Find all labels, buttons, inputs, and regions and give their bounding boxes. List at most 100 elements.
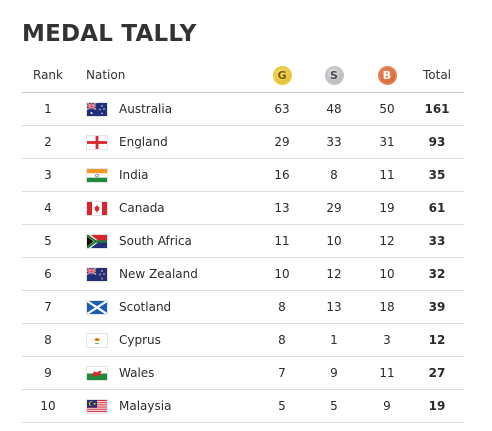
rank-cell: 8 (22, 323, 74, 357)
nation-name[interactable]: India (119, 168, 149, 182)
gold-count: 16 (260, 158, 304, 192)
table-row[interactable]: 9 Wales 7 9 11 27 (22, 356, 464, 390)
gold-count: 8 (260, 290, 304, 324)
total-count: 32 (410, 257, 464, 291)
bronze-count: 50 (364, 92, 410, 126)
nation-name[interactable]: South Africa (119, 234, 192, 248)
nation-name[interactable]: New Zealand (119, 267, 198, 281)
bronze-medal-icon: B (377, 65, 397, 85)
silver-medal-icon: S (324, 65, 344, 85)
nation-cell: India (74, 158, 260, 192)
south-africa-flag-icon (86, 233, 108, 249)
rank-cell: 9 (22, 356, 74, 390)
total-count: 93 (410, 125, 464, 159)
bronze-count: 31 (364, 125, 410, 159)
silver-count: 48 (304, 92, 364, 126)
silver-count: 9 (304, 356, 364, 390)
rank-cell: 5 (22, 224, 74, 258)
table-header-row: Rank Nation G S B Total (22, 58, 464, 93)
silver-count: 13 (304, 290, 364, 324)
nation-name[interactable]: Cyprus (119, 333, 161, 347)
wales-flag-icon (86, 365, 108, 381)
gold-count: 5 (260, 389, 304, 423)
bronze-count: 19 (364, 191, 410, 225)
total-count: 35 (410, 158, 464, 192)
malaysia-flag-icon (86, 398, 108, 414)
gold-count: 10 (260, 257, 304, 291)
total-count: 27 (410, 356, 464, 390)
rank-cell: 1 (22, 92, 74, 126)
bronze-count: 11 (364, 356, 410, 390)
nation-cell: Wales (74, 356, 260, 390)
gold-count: 29 (260, 125, 304, 159)
nation-cell: Cyprus (74, 323, 260, 357)
column-header-gold[interactable]: G (260, 58, 304, 93)
rank-cell: 7 (22, 290, 74, 324)
silver-count: 1 (304, 323, 364, 357)
column-header-rank[interactable]: Rank (22, 58, 74, 93)
india-flag-icon (86, 167, 108, 183)
column-header-bronze[interactable]: B (364, 58, 410, 93)
rank-cell: 10 (22, 389, 74, 423)
gold-count: 8 (260, 323, 304, 357)
bronze-count: 12 (364, 224, 410, 258)
total-count: 61 (410, 191, 464, 225)
table-row[interactable]: 5 South Africa 11 10 12 33 (22, 224, 464, 258)
nation-cell: Malaysia (74, 389, 260, 423)
nation-name[interactable]: Canada (119, 201, 165, 215)
bronze-count: 11 (364, 158, 410, 192)
table-row[interactable]: 6 New Zealand 10 12 10 32 (22, 257, 464, 291)
australia-flag-icon (86, 101, 108, 117)
total-count: 12 (410, 323, 464, 357)
silver-count: 8 (304, 158, 364, 192)
nation-name[interactable]: Malaysia (119, 399, 172, 413)
gold-count: 11 (260, 224, 304, 258)
silver-count: 10 (304, 224, 364, 258)
total-count: 19 (410, 389, 464, 423)
silver-count: 5 (304, 389, 364, 423)
bronze-count: 10 (364, 257, 410, 291)
bronze-count: 9 (364, 389, 410, 423)
table-row[interactable]: 2 England 29 33 31 93 (22, 125, 464, 159)
gold-count: 13 (260, 191, 304, 225)
silver-count: 29 (304, 191, 364, 225)
nation-cell: South Africa (74, 224, 260, 258)
table-row[interactable]: 1 Australia 63 48 50 161 (22, 92, 464, 126)
column-header-nation[interactable]: Nation (74, 58, 260, 93)
total-count: 33 (410, 224, 464, 258)
nation-cell: New Zealand (74, 257, 260, 291)
column-header-silver[interactable]: S (304, 58, 364, 93)
table-row[interactable]: 7 Scotland 8 13 18 39 (22, 290, 464, 324)
nation-name[interactable]: England (119, 135, 168, 149)
scotland-flag-icon (86, 299, 108, 315)
nation-cell: England (74, 125, 260, 159)
nation-name[interactable]: Wales (119, 366, 155, 380)
table-row[interactable]: 10 Malaysia 5 5 9 19 (22, 389, 464, 423)
table-row[interactable]: 3 India 16 8 11 35 (22, 158, 464, 192)
bronze-count: 3 (364, 323, 410, 357)
column-header-total[interactable]: Total (410, 58, 464, 93)
rank-cell: 6 (22, 257, 74, 291)
table-row[interactable]: 4 Canada 13 29 19 61 (22, 191, 464, 225)
cyprus-flag-icon (86, 332, 108, 348)
rank-cell: 2 (22, 125, 74, 159)
gold-medal-icon: G (272, 65, 292, 85)
gold-count: 7 (260, 356, 304, 390)
nation-cell: Canada (74, 191, 260, 225)
england-flag-icon (86, 134, 108, 150)
table-row[interactable]: 8 Cyprus 8 1 3 12 (22, 323, 464, 357)
nation-name[interactable]: Australia (119, 102, 173, 116)
total-count: 39 (410, 290, 464, 324)
rank-cell: 4 (22, 191, 74, 225)
page-title: MEDAL TALLY (22, 21, 197, 47)
new-zealand-flag-icon (86, 266, 108, 282)
nation-cell: Australia (74, 92, 260, 126)
nation-cell: Scotland (74, 290, 260, 324)
gold-count: 63 (260, 92, 304, 126)
medal-tally-table: Rank Nation G S B Total 1 Australia (22, 58, 464, 423)
bronze-count: 18 (364, 290, 410, 324)
nation-name[interactable]: Scotland (119, 300, 172, 314)
silver-count: 12 (304, 257, 364, 291)
total-count: 161 (410, 92, 464, 126)
rank-cell: 3 (22, 158, 74, 192)
